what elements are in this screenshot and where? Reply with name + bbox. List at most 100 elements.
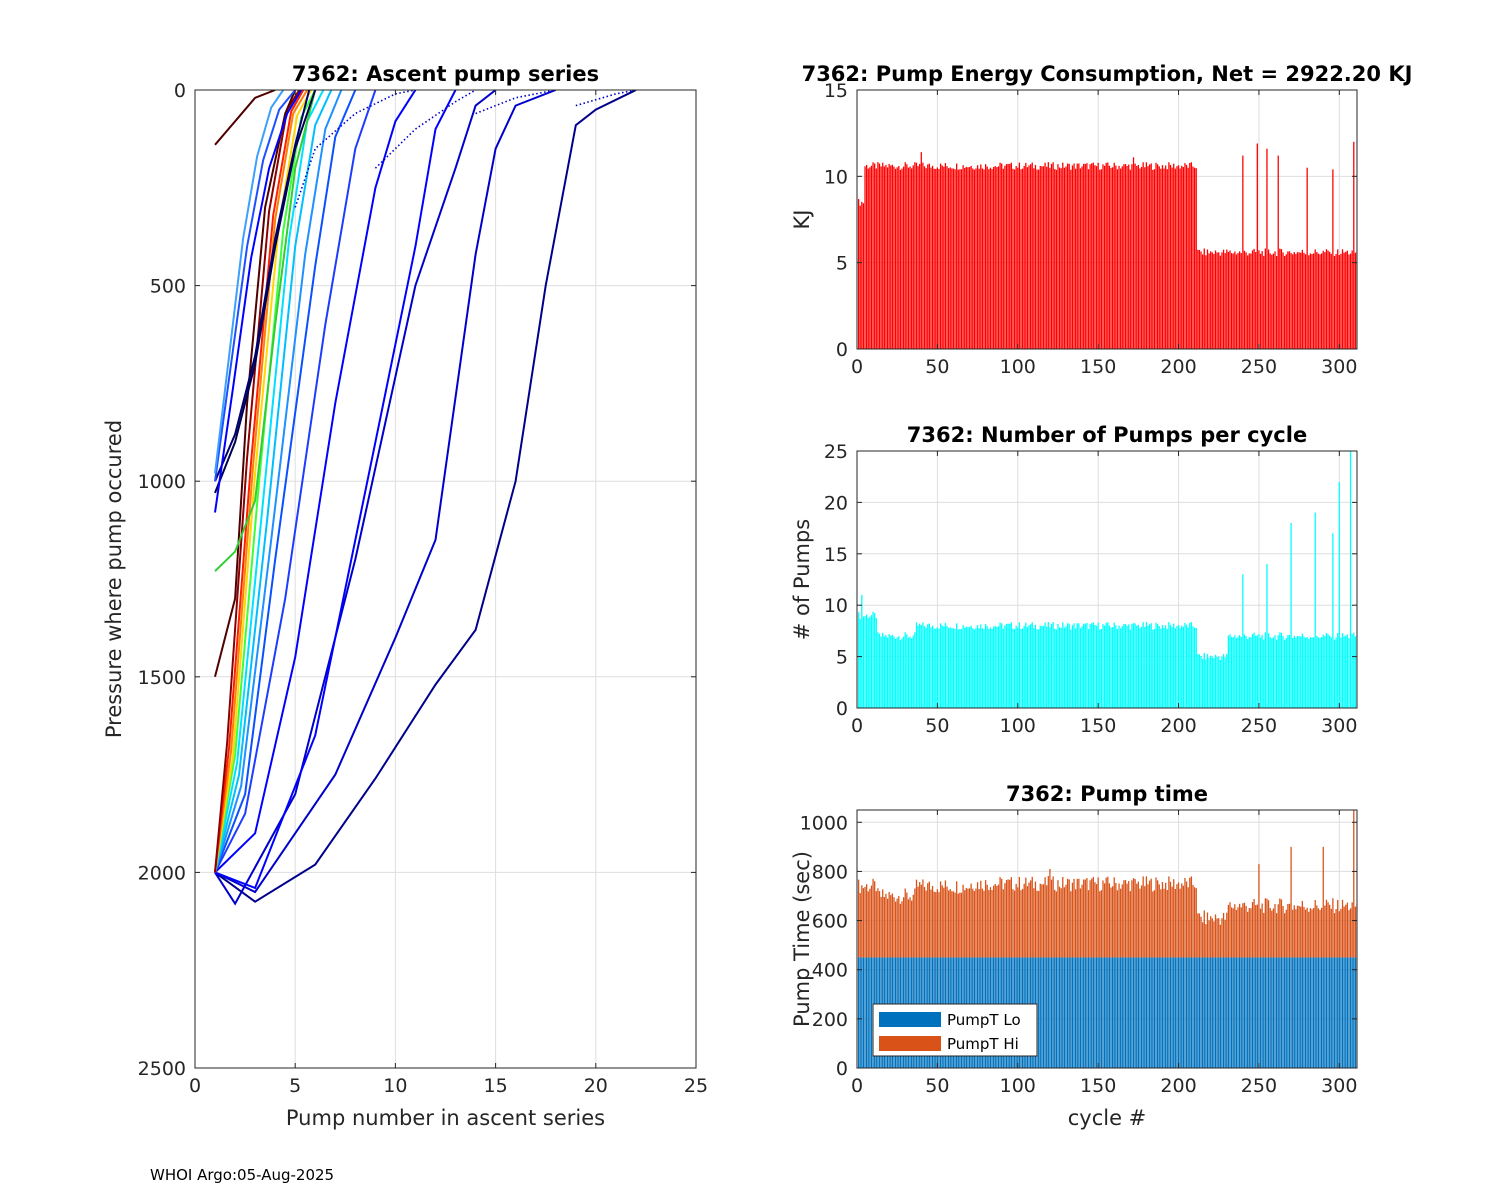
bar-hi — [960, 892, 963, 958]
bar-hi — [976, 882, 979, 958]
bar — [975, 168, 977, 349]
bar — [1285, 637, 1287, 708]
bar — [949, 627, 951, 708]
bar-hi — [1140, 885, 1143, 958]
bar-lo — [1269, 957, 1271, 1068]
bar-lo — [1224, 957, 1226, 1068]
bar-hi — [965, 887, 967, 958]
bar — [874, 163, 876, 349]
bar — [1166, 169, 1168, 349]
bar — [1322, 250, 1324, 349]
bar — [968, 626, 971, 708]
bar — [939, 623, 942, 708]
bar — [1176, 166, 1178, 349]
bar-hi — [931, 885, 934, 958]
bar-hi — [1102, 880, 1104, 958]
y-tick-label: 10 — [824, 595, 848, 617]
bar — [1063, 627, 1066, 708]
bar-hi — [1287, 904, 1289, 958]
bar — [1351, 250, 1353, 349]
y-tick-label: 0 — [836, 698, 848, 720]
bar — [1136, 625, 1138, 708]
bar — [1120, 168, 1122, 349]
bar-hi — [1200, 916, 1202, 958]
bar — [947, 627, 950, 708]
bar-hi — [1128, 881, 1130, 958]
bar-hi — [1161, 882, 1164, 958]
bar — [1200, 251, 1202, 349]
bar-hi — [1126, 883, 1128, 958]
bar-hi — [1245, 905, 1247, 958]
bar — [1060, 628, 1062, 708]
bar — [901, 638, 903, 708]
bar — [1134, 163, 1136, 349]
bar — [1075, 168, 1077, 349]
bar — [951, 628, 953, 708]
bar-hi — [1308, 911, 1310, 958]
bar-lo — [1058, 957, 1061, 1068]
bar — [1320, 637, 1323, 708]
bar-hi — [947, 890, 950, 958]
bar — [1242, 155, 1244, 349]
bar-hi — [1197, 913, 1199, 958]
bar — [981, 168, 984, 349]
bar-lo — [1123, 957, 1125, 1068]
bar — [1097, 622, 1099, 708]
bar-hi — [1226, 912, 1228, 958]
bar — [1348, 638, 1350, 708]
bar-hi — [912, 894, 914, 958]
bar-hi — [1330, 908, 1332, 958]
bar — [943, 626, 945, 708]
bar-lo — [1177, 957, 1180, 1068]
bar-hi — [1325, 899, 1328, 958]
bar-hi — [1066, 878, 1069, 958]
bar — [872, 611, 874, 708]
bar — [1272, 253, 1275, 349]
bar — [893, 636, 895, 708]
bar — [936, 627, 939, 708]
bar-hi — [1190, 876, 1193, 958]
bar-hi — [1118, 883, 1120, 958]
bar-lo — [864, 957, 866, 1068]
bar-hi — [1306, 907, 1308, 958]
bar — [939, 163, 942, 349]
bar-hi — [883, 897, 885, 958]
bar — [1079, 628, 1082, 708]
bar-hi — [928, 881, 930, 958]
bar-hi — [1160, 889, 1162, 958]
bar — [978, 168, 980, 349]
bar — [1107, 162, 1109, 349]
series-line-maroon-a — [214, 90, 297, 678]
bar — [941, 165, 943, 349]
bar — [1174, 628, 1176, 708]
bar — [1337, 249, 1339, 349]
x-tick-label: 0 — [851, 715, 863, 737]
bar-lo — [1243, 957, 1246, 1068]
bar-hi — [968, 888, 971, 958]
bar-hi — [1189, 877, 1191, 958]
bar — [968, 167, 971, 349]
bar — [893, 166, 895, 349]
bar-hi — [1038, 890, 1040, 958]
bar — [1124, 164, 1127, 349]
bar — [1327, 634, 1329, 708]
bar-lo — [1343, 957, 1345, 1068]
bar — [923, 166, 926, 349]
bar — [1279, 248, 1281, 349]
bar — [1202, 254, 1204, 349]
bar-hi — [886, 898, 889, 958]
bar-lo — [1218, 957, 1220, 1068]
bar-lo — [1192, 957, 1194, 1068]
bar — [1184, 622, 1186, 708]
bar — [1329, 251, 1331, 349]
bar — [1242, 574, 1244, 708]
bar — [1041, 166, 1043, 349]
series-line-navy-b — [214, 90, 311, 482]
bar — [1153, 169, 1156, 349]
bar-hi — [925, 890, 927, 958]
bar — [989, 167, 992, 349]
bar — [1349, 253, 1352, 349]
bar — [1222, 654, 1225, 708]
bar — [1193, 167, 1196, 349]
